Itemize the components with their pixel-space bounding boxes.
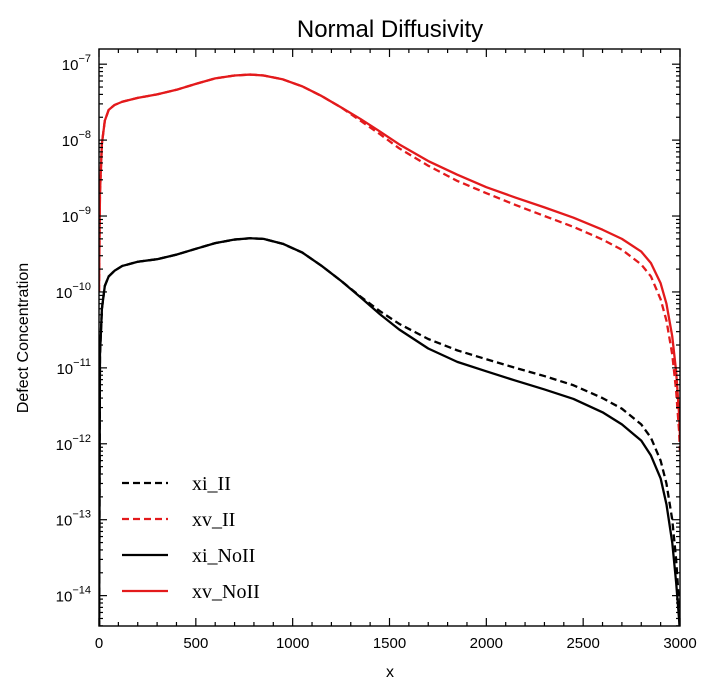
y-tick-label: 10−11 — [56, 357, 91, 378]
y-axis-label: Defect Concentration — [15, 263, 32, 413]
series-line-xv-noii — [99, 73, 680, 438]
y-tick-label: 10−8 — [62, 129, 91, 150]
x-tick-label: 2000 — [470, 635, 503, 652]
x-axis-label: x — [386, 664, 394, 681]
x-tick-label: 3000 — [663, 635, 696, 652]
series-layer — [99, 73, 680, 626]
y-tick-label: 10−7 — [62, 53, 91, 74]
x-tick-label: 1000 — [276, 635, 309, 652]
y-tick-label: 10−14 — [56, 585, 91, 606]
chart-title: Normal Diffusivity — [297, 16, 483, 43]
y-tick-label: 10−13 — [56, 509, 91, 530]
series-line-xi-noii — [99, 237, 680, 626]
y-tick-label: 10−12 — [56, 433, 91, 454]
x-tick-label: 2500 — [566, 635, 599, 652]
y-tick-label: 10−9 — [62, 205, 91, 226]
legend-label: xv_NoII — [192, 581, 260, 603]
legend: xi_II xv_II xi_NoII xv_NoII — [122, 473, 260, 603]
x-tick-label: 1500 — [373, 635, 406, 652]
plot-frame — [98, 48, 681, 627]
x-tick-label: 0 — [95, 635, 103, 652]
x-tick-label: 500 — [183, 635, 208, 652]
ticks-layer — [98, 49, 681, 627]
legend-label: xi_II — [192, 473, 231, 495]
legend-label: xv_II — [192, 509, 235, 531]
labels-layer: 0 500 1000 1500 2000 2500 3000 10−7 10−8 10−9 10−1… — [56, 53, 697, 652]
legend-label: xi_NoII — [192, 545, 255, 567]
series-line-xi-ii — [99, 237, 680, 626]
y-tick-label: 10−10 — [56, 281, 91, 302]
